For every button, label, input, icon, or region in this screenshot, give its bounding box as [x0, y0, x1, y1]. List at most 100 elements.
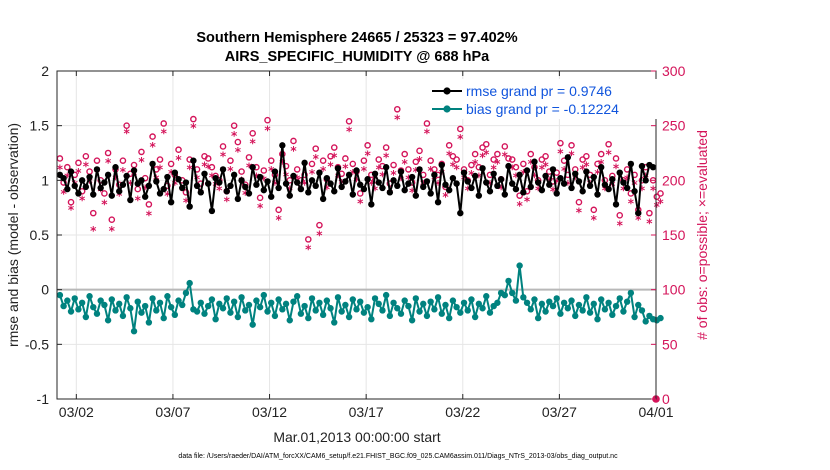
evaluated-obs-marker: *: [201, 159, 208, 173]
rmse-point: [431, 171, 438, 179]
possible-obs-marker: [423, 120, 431, 127]
possible-obs-marker: [245, 154, 253, 161]
possible-obs-marker: [208, 163, 216, 171]
evaluated-obs-marker: *: [250, 136, 257, 150]
possible-obs-marker: [234, 138, 242, 146]
rmse-point: [305, 189, 312, 196]
rmse-point: [605, 185, 612, 193]
bias-point: [293, 293, 301, 300]
evaluated-obs-marker: *: [127, 178, 134, 192]
evaluated-obs-marker: *: [172, 178, 179, 192]
rmse-point: [301, 159, 308, 167]
evaluated-obs-marker: *: [320, 164, 327, 178]
evaluated-obs-marker: *: [205, 162, 212, 176]
bias-point: [609, 311, 616, 319]
rmse-point: [230, 171, 238, 179]
bias-point: [479, 305, 486, 312]
possible-obs-marker: [501, 143, 509, 150]
evaluated-obs-marker: *: [516, 199, 523, 213]
legend-rmse-marker: [443, 87, 451, 95]
rmse-point: [449, 174, 457, 182]
possible-obs-marker: [264, 116, 271, 124]
possible-obs-marker: [167, 160, 175, 168]
possible-obs-marker: [230, 122, 238, 129]
bias-point: [642, 318, 649, 325]
bias-point: [234, 313, 242, 321]
rmse-point: [204, 180, 212, 187]
bias-point: [349, 296, 356, 303]
evaluated-obs-marker: *: [498, 182, 505, 196]
bias-point: [453, 303, 460, 311]
bias-point: [557, 310, 564, 317]
bias-point: [138, 309, 145, 316]
rmse-point: [75, 190, 82, 197]
rmse-point: [575, 178, 583, 185]
possible-obs-marker: [316, 221, 323, 229]
bias-point: [153, 307, 160, 314]
possible-obs-marker: [557, 139, 564, 147]
bias-point: [249, 321, 256, 328]
rmse-point: [531, 158, 538, 165]
rmse-point: [293, 179, 301, 186]
possible-obs-marker: [427, 157, 434, 164]
possible-obs-marker: [160, 120, 168, 127]
rmse-point: [553, 190, 560, 197]
evaluated-obs-marker: *: [409, 186, 416, 200]
rmse-point: [371, 170, 379, 177]
rmse-point: [464, 178, 471, 185]
bias-point: [379, 307, 386, 314]
rmse-point: [256, 173, 264, 181]
rmse-point: [546, 181, 553, 188]
rmse-point: [138, 177, 145, 184]
bias-point: [468, 296, 475, 303]
rmse-point: [557, 174, 564, 182]
possible-obs-marker: [349, 160, 357, 168]
rmse-point: [216, 179, 223, 186]
possible-obs-marker: [67, 198, 75, 206]
possible-obs-marker: [590, 206, 598, 214]
rmse-point: [86, 173, 93, 181]
bias-point: [112, 307, 119, 314]
possible-obs-marker: [82, 152, 90, 160]
bias-point: [579, 307, 586, 314]
bias-point: [323, 297, 331, 304]
rmse-point: [212, 174, 219, 182]
possible-obs-marker: [445, 142, 453, 149]
evaluated-obs-marker: *: [120, 165, 127, 179]
possible-obs-marker: [134, 185, 142, 193]
legend-rmse-label: rmse grand pr = 0.9746: [466, 83, 612, 99]
evaluated-obs-marker: *: [123, 127, 130, 141]
rmse-point: [334, 165, 342, 172]
bias-point: [160, 314, 167, 322]
evaluated-obs-marker: *: [531, 170, 538, 184]
evaluated-obs-marker: *: [301, 178, 308, 192]
evaluated-obs-marker: *: [68, 203, 75, 217]
evaluated-obs-marker: *: [272, 178, 279, 192]
possible-obs-marker: [471, 150, 479, 158]
possible-obs-marker: [505, 155, 512, 162]
evaluated-obs-marker: *: [413, 165, 420, 179]
rmse-point: [616, 169, 623, 176]
evaluated-obs-marker: *: [376, 163, 383, 177]
rmse-point: [479, 165, 486, 172]
bias-point: [382, 291, 390, 299]
rmse-point: [612, 201, 620, 208]
evaluated-obs-marker: *: [268, 164, 275, 178]
rmse-point: [445, 186, 453, 194]
rmse-point: [427, 190, 434, 197]
possible-obs-marker: [364, 142, 371, 149]
bias-point: [534, 314, 542, 322]
bias-point: [375, 300, 382, 308]
possible-obs-marker: [490, 156, 497, 163]
bias-point: [420, 300, 427, 308]
bias-point: [290, 298, 297, 305]
bias-point: [182, 289, 190, 297]
evaluated-obs-marker: *: [428, 164, 435, 178]
evaluated-obs-marker: *: [346, 124, 353, 138]
bias-point: [212, 315, 219, 323]
possible-obs-marker: [275, 206, 282, 214]
bias-point: [327, 305, 334, 312]
bias-point: [449, 297, 457, 304]
bias-point: [635, 301, 642, 309]
bias-point: [82, 313, 90, 321]
